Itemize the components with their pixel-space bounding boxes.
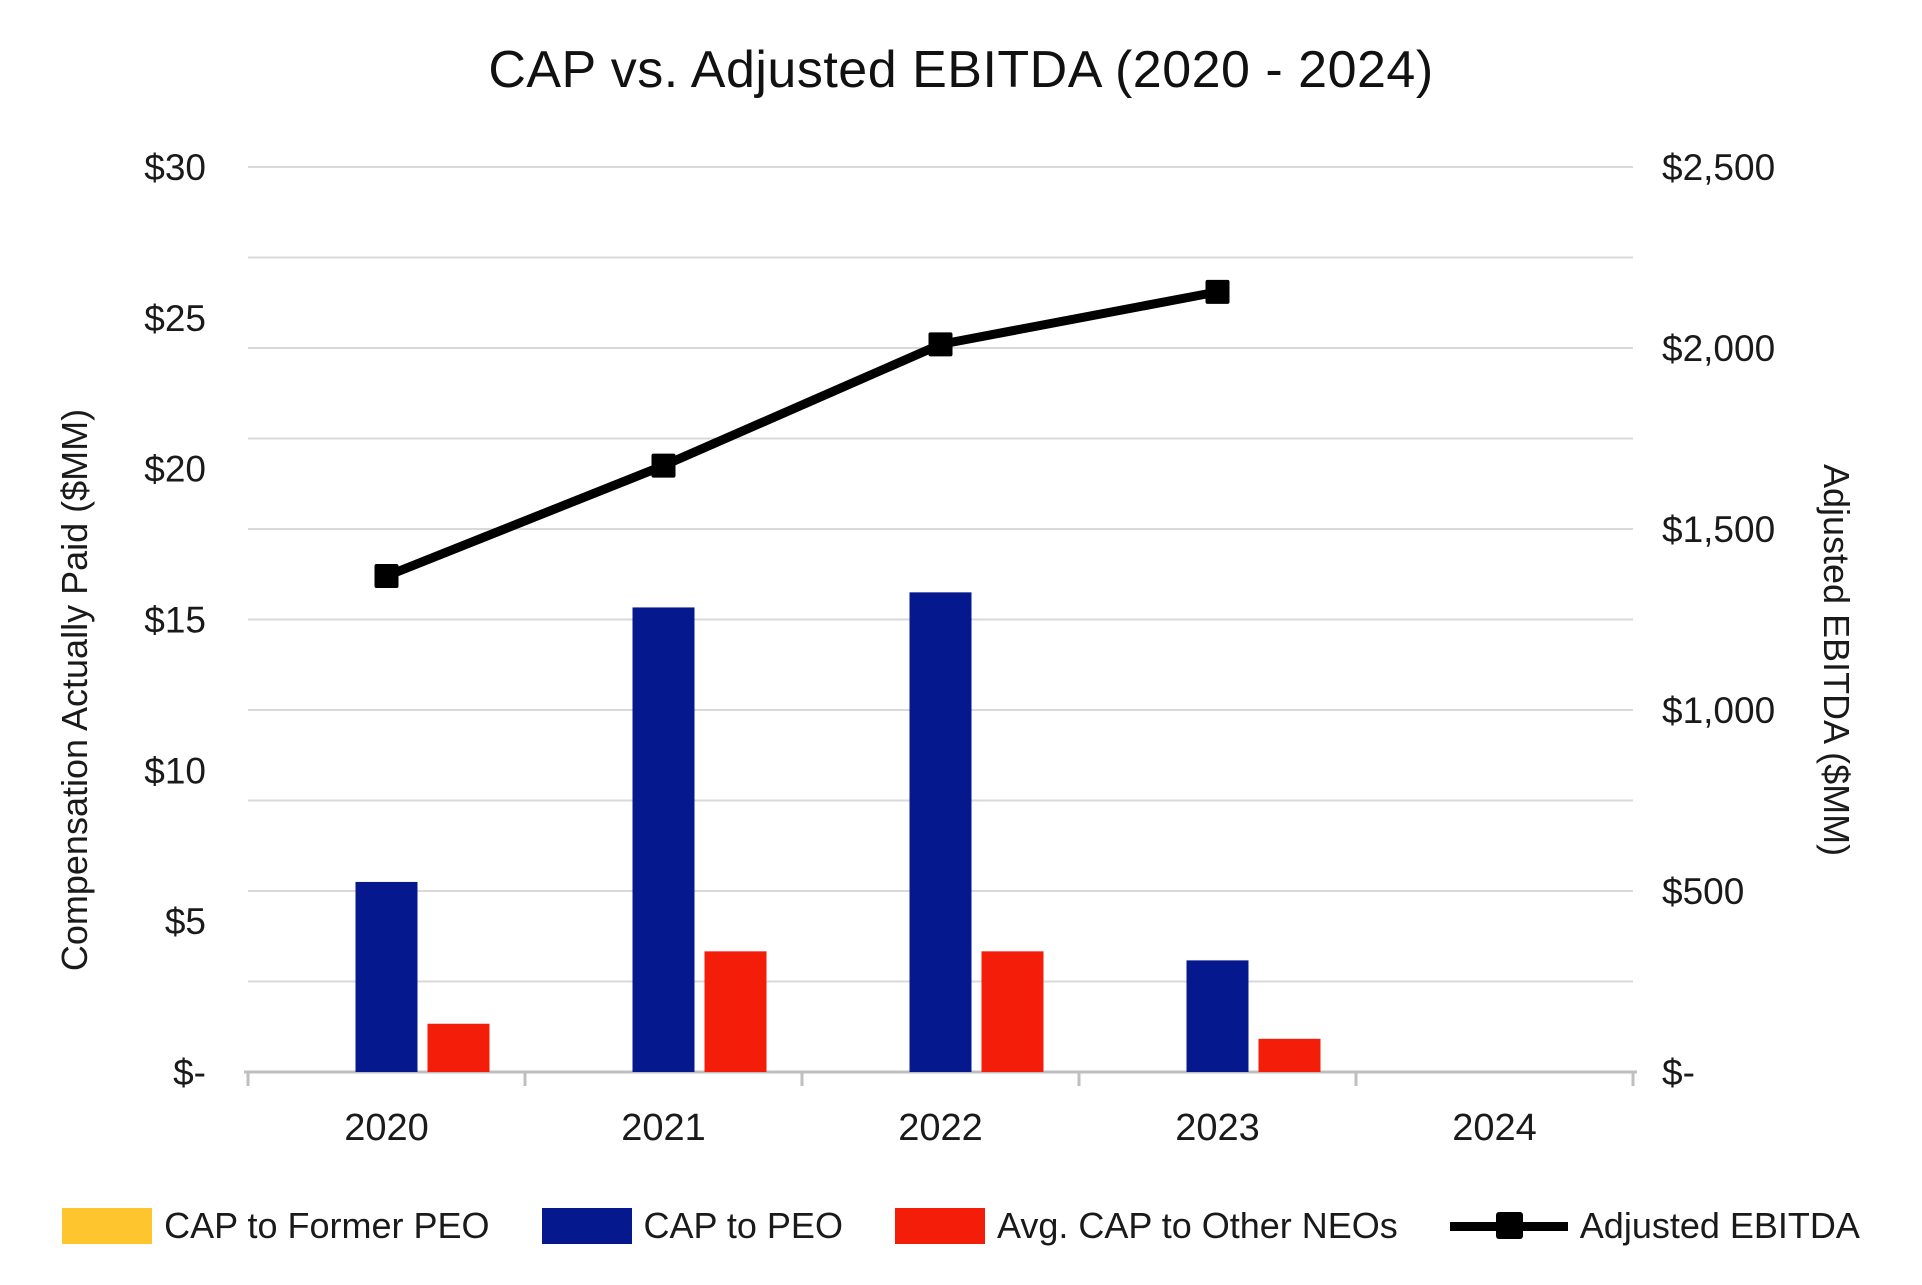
right-axis-tick-label: $1,000	[1662, 690, 1775, 731]
adjusted-ebitda-line-marker-icon	[1449, 1208, 1568, 1244]
bar-avg-cap-to-other-neos-2020	[427, 1023, 490, 1072]
left-axis-tick-label: $15	[144, 600, 206, 641]
legend-label: CAP to PEO	[643, 1205, 843, 1246]
bar-avg-cap-to-other-neos-2021	[704, 951, 767, 1072]
left-axis-tick-label: $30	[144, 147, 206, 188]
legend-item-adjusted-ebitda: Adjusted EBITDA	[1449, 1205, 1860, 1247]
right-axis-tick-label: $500	[1662, 871, 1744, 912]
legend-item-avg-cap-neos: Avg. CAP to Other NEOs	[894, 1205, 1398, 1247]
x-axis-label-2020: 2020	[344, 1107, 429, 1149]
right-axis-tick-label: $2,000	[1662, 328, 1775, 369]
left-axis-tick-label: $-	[173, 1052, 206, 1093]
adjusted-ebitda-marker-2020	[374, 564, 399, 589]
x-axis-label-2023: 2023	[1175, 1107, 1260, 1149]
bar-cap-to-peo-2022	[909, 592, 972, 1072]
right-axis-tick-label: $1,500	[1662, 509, 1775, 550]
x-axis-label-2021: 2021	[621, 1107, 706, 1149]
cap-former-peo-swatch-icon	[62, 1208, 153, 1244]
bar-avg-cap-to-other-neos-2022	[981, 951, 1044, 1072]
bar-avg-cap-to-other-neos-2023	[1258, 1038, 1321, 1072]
chart-title: CAP vs. Adjusted EBITDA (2020 - 2024)	[488, 41, 1434, 99]
adjusted-ebitda-line	[382, 287, 1222, 581]
right-axis-tick-label: $2,500	[1662, 147, 1775, 188]
left-axis-tick-label: $20	[144, 449, 206, 490]
legend-item-cap-former-peo: CAP to Former PEO	[62, 1205, 490, 1247]
x-axis-label-2022: 2022	[898, 1107, 983, 1149]
legend: CAP to Former PEO CAP to PEO Avg. CAP to…	[0, 1205, 1922, 1247]
avg-cap-neos-swatch-icon	[894, 1208, 985, 1244]
left-axis-tick-label: $10	[144, 750, 206, 791]
x-axis-label-2024: 2024	[1452, 1107, 1537, 1149]
legend-label: Avg. CAP to Other NEOs	[996, 1205, 1398, 1246]
bar-cap-to-peo-2023	[1186, 960, 1249, 1072]
adjusted-ebitda-marker-2023	[1205, 279, 1230, 304]
left-axis-tick-label: $25	[144, 298, 206, 339]
adjusted-ebitda-marker-2022	[928, 332, 953, 357]
left-axis-tick-label: $5	[165, 901, 206, 942]
legend-item-cap-peo: CAP to PEO	[541, 1205, 843, 1247]
bar-cap-to-peo-2020	[355, 881, 418, 1072]
bar-cap-to-peo-2021	[632, 607, 695, 1072]
right-axis-tick-label: $-	[1662, 1052, 1695, 1093]
cap-peo-swatch-icon	[541, 1208, 632, 1244]
legend-label: Adjusted EBITDA	[1579, 1205, 1860, 1246]
legend-label: CAP to Former PEO	[164, 1205, 490, 1246]
adjusted-ebitda-marker-2021	[651, 453, 676, 478]
